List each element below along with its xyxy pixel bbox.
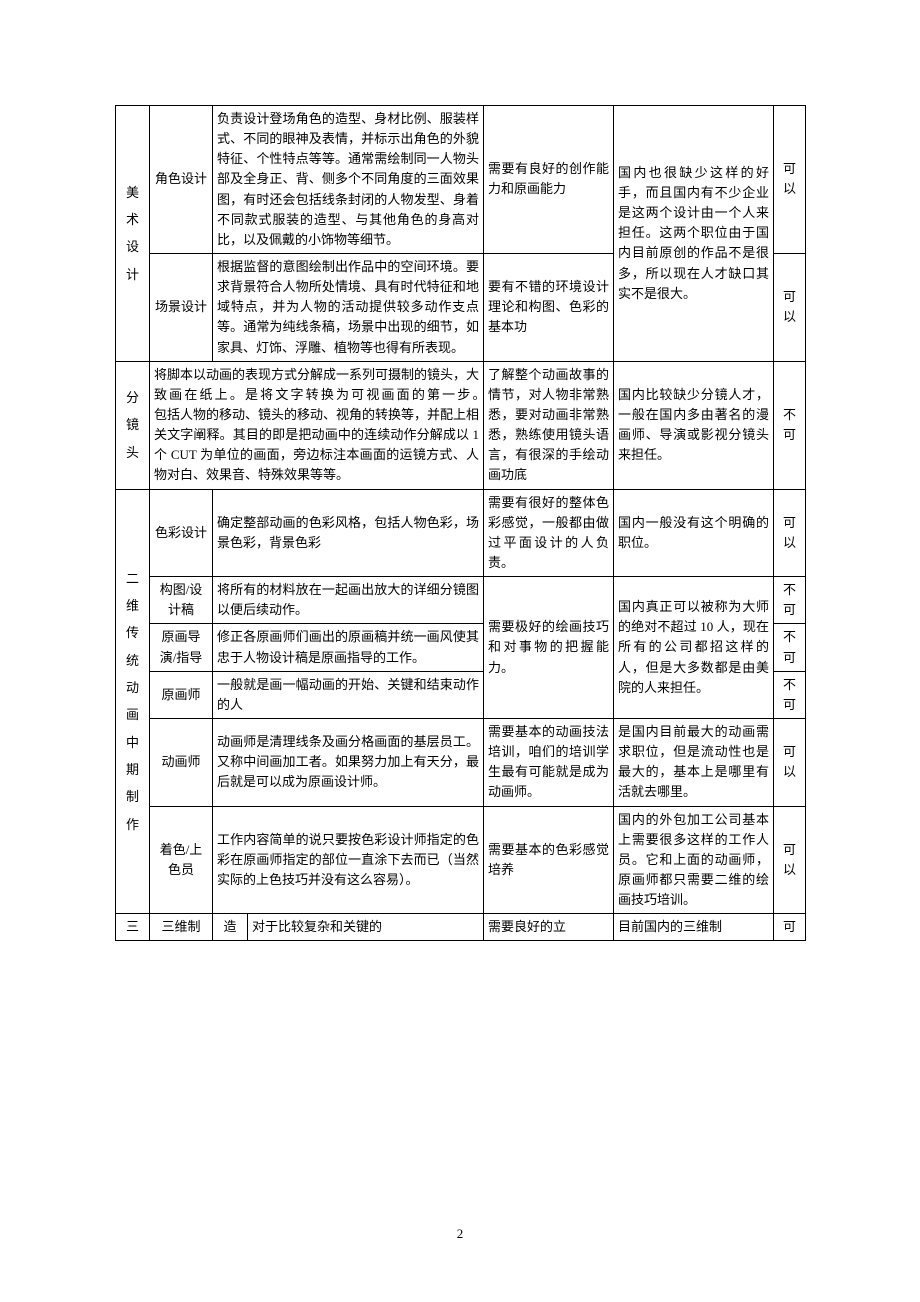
table-row: 美术设计 角色设计 负责设计登场角色的造型、身材比例、服装样式、不同的眼神及表情… [116, 106, 806, 254]
cell-req: 需要有良好的创作能力和原画能力 [484, 106, 614, 254]
cell-market: 国内也很缺少这样的好手，而且国内有不少企业是这两个设计由一个人来担任。这两个职位… [614, 106, 774, 362]
cell-desc: 根据监督的意图绘制出作品中的空间环境。要求背景符合人物所处情境、具有时代特征和地… [213, 253, 484, 361]
cell-req: 需要极好的绘画技巧和对事物的把握能力。 [484, 577, 614, 719]
cell-role: 构图/设计稿 [150, 577, 213, 624]
cell-market: 国内真正可以被称为大师的绝对不超过 10 人，现在所有的公司都招这样的人，但是大… [614, 577, 774, 719]
cell-desc: 一般就是画一幅动画的开始、关键和结束动作的人 [213, 671, 484, 718]
cell-market: 国内一般没有这个明确的职位。 [614, 489, 774, 577]
cell-desc: 将所有的材料放在一起画出放大的详细分镜图以便后续动作。 [213, 577, 484, 624]
cell-flag: 不可 [774, 577, 806, 624]
cell-flag: 可以 [774, 718, 806, 806]
cell-flag: 不可 [774, 361, 806, 489]
cell-desc: 将脚本以动画的表现方式分解成一系列可摄制的镜头，大致画在纸上。是将文字转换为可视… [150, 361, 484, 489]
cell-flag: 可以 [774, 253, 806, 361]
cell-category: 分镜头 [116, 361, 150, 489]
table-row: 着色/上色员 工作内容简单的说只要按色彩设计师指定的色彩在原画师指定的部位一直涂… [116, 806, 806, 914]
cell-req: 了解整个动画故事的情节，对人物非常熟悉，要对动画非常熟悉，熟练使用镜头语言，有很… [484, 361, 614, 489]
cell-role: 三维制 [150, 914, 213, 941]
cell-subrole: 造 [213, 914, 248, 941]
cell-market: 是国内目前最大的动画需求职位，但是流动性也是最大的，基本上是哪里有活就去哪里。 [614, 718, 774, 806]
cell-role: 色彩设计 [150, 489, 213, 577]
cell-market: 国内的外包加工公司基本上需要很多这样的工作人员。它和上面的动画师，原画师都只需要… [614, 806, 774, 914]
cell-role: 原画导演/指导 [150, 624, 213, 671]
cell-role: 着色/上色员 [150, 806, 213, 914]
cell-subrole: 角色设计 [150, 106, 213, 254]
table-row: 三 三维制 造 对于比较复杂和关键的 需要良好的立 目前国内的三维制 可 [116, 914, 806, 941]
cell-category: 二维传统动画中期制作 [116, 489, 150, 914]
cell-flag: 不可 [774, 671, 806, 718]
cell-req: 要有不错的环境设计理论和构图、色彩的基本功 [484, 253, 614, 361]
cell-flag: 可以 [774, 806, 806, 914]
cell-flag: 不可 [774, 624, 806, 671]
cell-req: 需要良好的立 [484, 914, 614, 941]
cell-desc: 负责设计登场角色的造型、身材比例、服装样式、不同的眼神及表情，并标示出角色的外貌… [213, 106, 484, 254]
cell-desc: 确定整部动画的色彩风格，包括人物色彩，场景色彩，背景色彩 [213, 489, 484, 577]
table-row: 构图/设计稿 将所有的材料放在一起画出放大的详细分镜图以便后续动作。 需要极好的… [116, 577, 806, 624]
cell-role: 动画师 [150, 718, 213, 806]
cell-desc: 修正各原画师们画出的原画稿并统一画风使其忠于人物设计稿是原画指导的工作。 [213, 624, 484, 671]
page-number: 2 [0, 1226, 920, 1242]
cell-desc: 动画师是清理线条及画分格画面的基层员工。又称中间画加工者。如果努力加上有天分，最… [213, 718, 484, 806]
table-row: 分镜头 将脚本以动画的表现方式分解成一系列可摄制的镜头，大致画在纸上。是将文字转… [116, 361, 806, 489]
cell-category: 美术设计 [116, 106, 150, 362]
cell-role: 原画师 [150, 671, 213, 718]
cell-desc: 对于比较复杂和关键的 [248, 914, 484, 941]
cell-flag: 可以 [774, 106, 806, 254]
cell-flag: 可 [774, 914, 806, 941]
cell-req: 需要基本的动画技法培训，咱们的培训学生最有可能就是成为动画师。 [484, 718, 614, 806]
cell-category: 三 [116, 914, 150, 941]
cell-subrole: 场景设计 [150, 253, 213, 361]
cell-desc: 工作内容简单的说只要按色彩设计师指定的色彩在原画师指定的部位一直涂下去而已（当然… [213, 806, 484, 914]
table-row: 二维传统动画中期制作 色彩设计 确定整部动画的色彩风格，包括人物色彩，场景色彩，… [116, 489, 806, 577]
table-row: 动画师 动画师是清理线条及画分格画面的基层员工。又称中间画加工者。如果努力加上有… [116, 718, 806, 806]
animation-jobs-table: 美术设计 角色设计 负责设计登场角色的造型、身材比例、服装样式、不同的眼神及表情… [115, 105, 806, 941]
cell-flag: 可以 [774, 489, 806, 577]
cell-req: 需要基本的色彩感觉培养 [484, 806, 614, 914]
cell-market: 国内比较缺少分镜人才，一般在国内多由著名的漫画师、导演或影视分镜头来担任。 [614, 361, 774, 489]
cell-market: 目前国内的三维制 [614, 914, 774, 941]
cell-req: 需要有很好的整体色彩感觉，一般都由做过平面设计的人负责。 [484, 489, 614, 577]
